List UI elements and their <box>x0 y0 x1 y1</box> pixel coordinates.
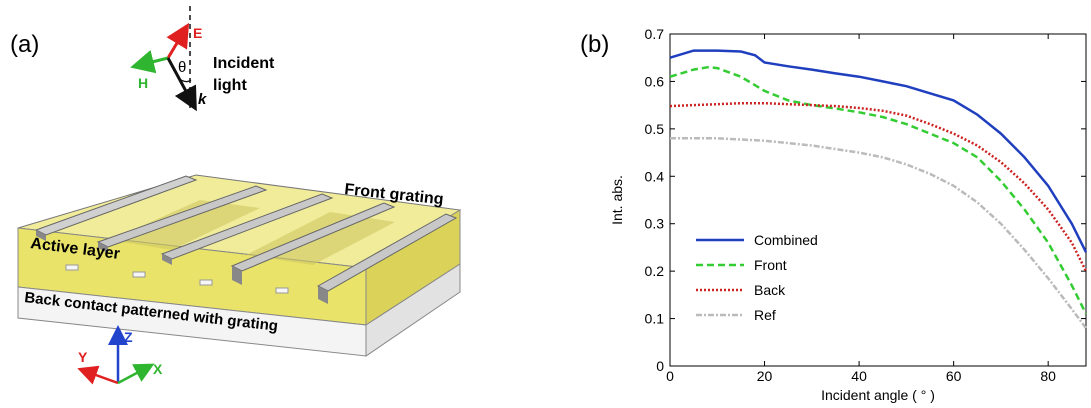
theta-arc <box>177 77 192 83</box>
series-line-back <box>669 101 1088 272</box>
y-tick-label: 0.3 <box>645 216 665 232</box>
incident-light-caption-line1: Incident <box>213 55 275 72</box>
device-slab: Front grating Active layer Back contact … <box>17 174 462 357</box>
grating-bar-side <box>162 254 172 265</box>
back-grating-stub <box>275 287 289 294</box>
legend-label-front: Front <box>754 257 787 273</box>
incident-light-diagram: E H k θ Incident light <box>130 6 275 112</box>
legend-label-ref: Ref <box>754 307 776 323</box>
x-tick-label: 80 <box>1040 368 1056 384</box>
absorption-chart: (b) 0 20 40 60 80 0 0.1 0.2 0.3 0.4 0.5 0.6 0.7 Comb… <box>580 26 1088 403</box>
y-tick-label: 0.7 <box>645 26 665 42</box>
grating-shadow <box>110 200 260 250</box>
z-axis-label: Z <box>124 329 133 345</box>
grating-bar-side <box>36 230 46 241</box>
series-line-front <box>669 65 1088 315</box>
y-tick-label: 0 <box>656 358 664 374</box>
y-tick-label: 0.2 <box>645 263 665 279</box>
x-axis-title: Incident angle ( ° ) <box>821 387 935 403</box>
axis-ticks: 0 20 40 60 80 0 0.1 0.2 0.3 0.4 0.5 0.6 0.7 <box>645 26 1086 384</box>
back-grating-stub <box>199 279 213 286</box>
y-axis-title: Int. abs. <box>609 175 625 225</box>
x-tick-label: 40 <box>851 368 867 384</box>
grating-bar-side <box>98 242 108 253</box>
back-contact-side-face <box>365 263 461 357</box>
grating-bar <box>34 175 198 236</box>
y-axis-arrow <box>77 365 119 385</box>
k-vector-arrow <box>166 57 197 112</box>
e-field-label: E <box>193 25 202 41</box>
schematic-panel: (a) E H k θ Incident light <box>10 6 462 385</box>
y-tick-label: 0.1 <box>645 311 665 327</box>
x-tick-label: 60 <box>946 368 962 384</box>
back-grating-stub <box>132 271 146 278</box>
x-tick-label: 0 <box>666 368 674 384</box>
coordinate-axes: Z Y X <box>77 325 163 385</box>
incident-light-caption-line2: light <box>213 77 247 94</box>
legend-label-back: Back <box>754 282 786 298</box>
h-field-label: H <box>138 75 148 91</box>
series-lines <box>669 49 1088 329</box>
y-axis-label: Y <box>78 349 88 365</box>
panel-b-label: (b) <box>580 31 609 58</box>
y-tick-label: 0.6 <box>645 73 665 89</box>
grating-bar-side <box>318 286 328 304</box>
grating-bar <box>96 185 268 248</box>
theta-label: θ <box>178 59 186 76</box>
back-grating-stubs <box>65 264 289 294</box>
y-tick-label: 0.5 <box>645 121 665 137</box>
chart-legend: Combined Front Back Ref <box>696 232 818 323</box>
legend-label-combined: Combined <box>754 232 818 248</box>
back-grating-stub <box>65 264 79 271</box>
grating-bar-side <box>232 266 242 285</box>
y-tick-label: 0.4 <box>645 168 665 184</box>
series-line-combined <box>669 49 1088 253</box>
series-line-ref <box>670 137 1088 329</box>
x-axis-label: X <box>153 361 163 377</box>
k-vector-label: k <box>198 91 207 108</box>
plot-frame <box>669 33 1087 367</box>
e-field-arrow <box>166 22 190 59</box>
absorption-chart-panel: (b) 0 20 40 60 80 0 0.1 0.2 0.3 0.4 0.5 0.6 0.7 Comb… <box>560 0 1091 403</box>
front-grating-bars <box>34 175 458 304</box>
h-field-arrow <box>130 49 169 74</box>
x-tick-label: 20 <box>757 368 773 384</box>
x-axis-arrow <box>117 363 155 385</box>
schematic-figure: (a) E H k θ Incident light <box>10 6 462 385</box>
panel-a-label: (a) <box>10 31 39 58</box>
